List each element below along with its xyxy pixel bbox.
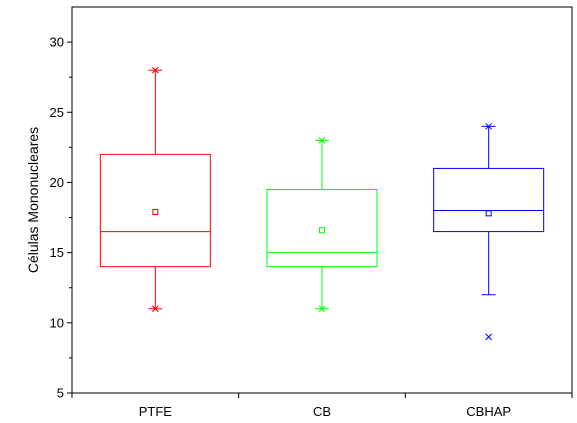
- y-tick-label: 5: [57, 386, 64, 401]
- min-marker: [485, 333, 493, 341]
- max-marker: [318, 136, 326, 144]
- max-marker: [151, 66, 159, 74]
- y-tick-label: 10: [50, 315, 64, 330]
- mean-marker: [319, 227, 325, 234]
- x-tick-label: PTFE: [139, 404, 173, 419]
- iqr-box: [266, 188, 378, 268]
- y-axis: 5 10 15 20 25 30: [50, 35, 72, 401]
- box-ptfe: [99, 66, 211, 313]
- iqr-box: [433, 167, 545, 233]
- mean-marker: [485, 210, 492, 217]
- y-tick-label: 20: [50, 175, 64, 190]
- y-tick-label: 15: [50, 245, 64, 260]
- min-marker: [318, 305, 326, 313]
- x-axis: PTFE CB CBHAP: [71, 393, 573, 419]
- y-axis-title: Células Mononucleares: [25, 127, 41, 273]
- box-cbhap: [433, 122, 545, 341]
- x-tick-label: CB: [313, 404, 331, 419]
- plot-frame: [71, 6, 573, 394]
- min-marker: [151, 305, 159, 313]
- y-tick-label: 25: [50, 105, 64, 120]
- box-cb: [266, 136, 378, 313]
- x-tick-label: CBHAP: [466, 404, 511, 419]
- max-marker: [485, 122, 493, 130]
- box-series: [99, 66, 545, 341]
- iqr-box: [99, 153, 211, 268]
- mean-marker: [152, 208, 159, 215]
- y-tick-label: 30: [50, 35, 64, 50]
